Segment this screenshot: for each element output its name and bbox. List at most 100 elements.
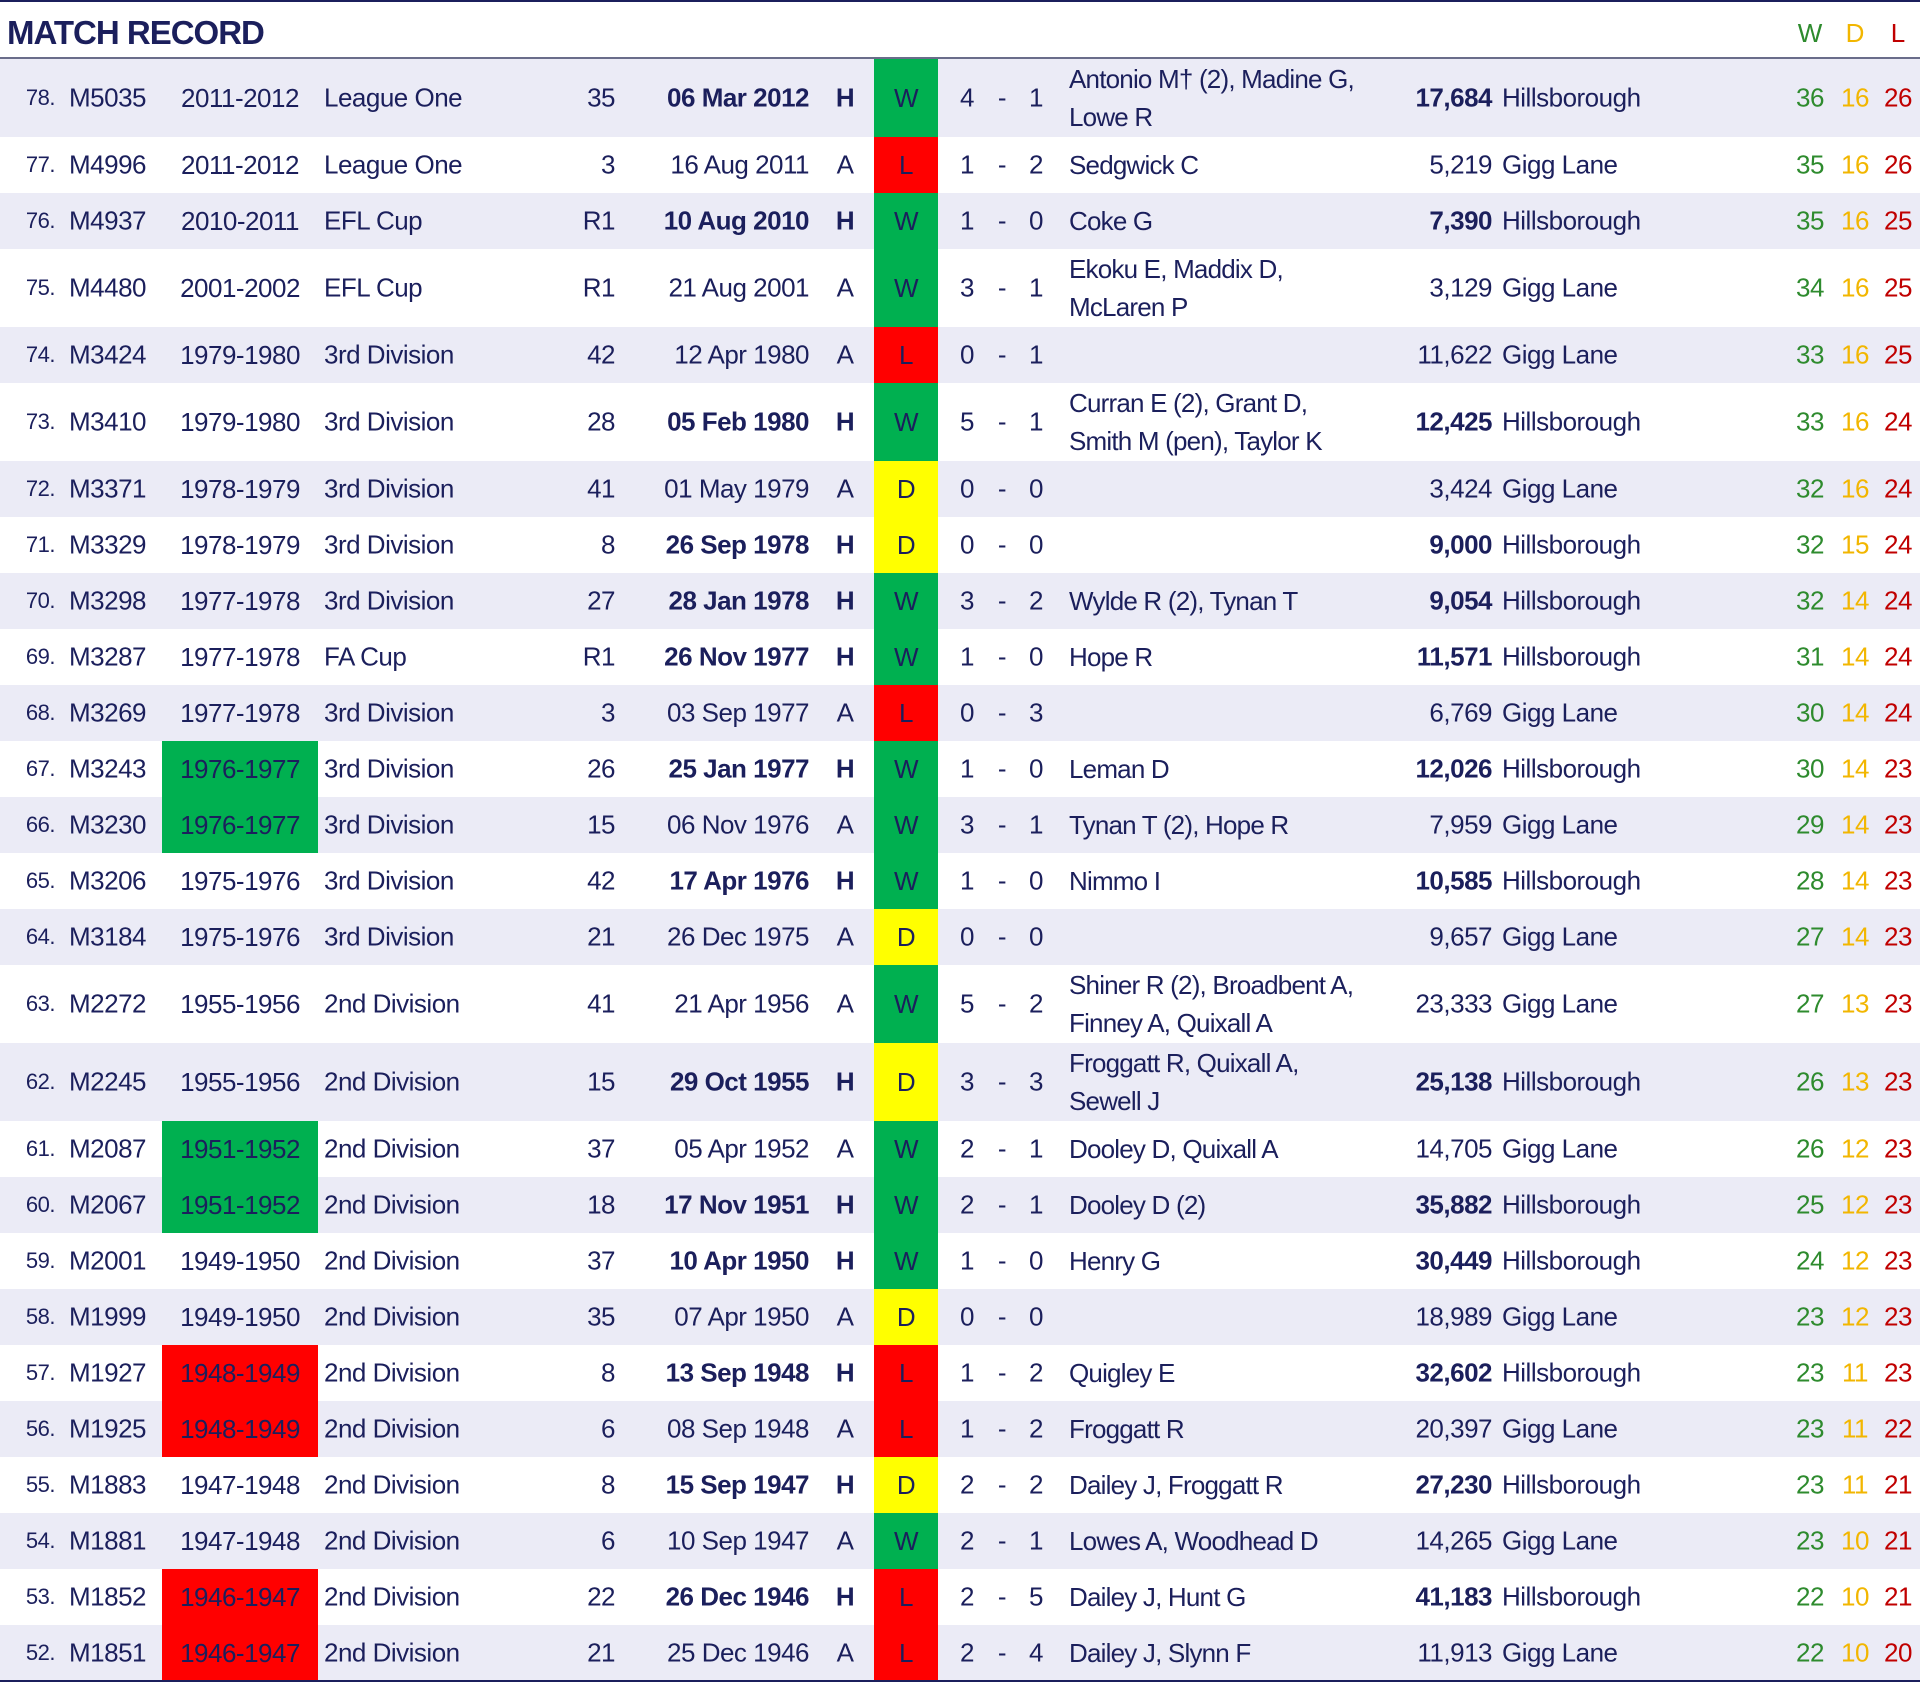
match-row[interactable]: 57. M1927 1948-1949 2nd Division 8 13 Sep 194… bbox=[0, 1345, 1920, 1401]
score-against: 1 bbox=[1029, 272, 1043, 303]
match-date: 25 Dec 1946 bbox=[667, 1637, 809, 1668]
wins-tally: 35 bbox=[1796, 149, 1824, 180]
home-away: A bbox=[836, 809, 854, 840]
match-row[interactable]: 74. M3424 1979-1980 3rd Division 42 12 Apr 19… bbox=[0, 327, 1920, 383]
result-badge: D bbox=[874, 517, 938, 573]
competition: 2nd Division bbox=[324, 1413, 460, 1444]
competition: 3rd Division bbox=[324, 921, 454, 952]
draws-tally: 16 bbox=[1841, 339, 1869, 370]
match-date: 10 Sep 1947 bbox=[667, 1525, 809, 1556]
match-row[interactable]: 72. M3371 1978-1979 3rd Division 41 01 May 19… bbox=[0, 461, 1920, 517]
home-away: H bbox=[835, 1066, 855, 1097]
score-against: 2 bbox=[1029, 1357, 1043, 1388]
match-row[interactable]: 75. M4480 2001-2002 EFL Cup R1 21 Aug 2001 A W 3… bbox=[0, 249, 1920, 327]
match-row[interactable]: 56. M1925 1948-1949 2nd Division 6 08 Sep 194… bbox=[0, 1401, 1920, 1457]
match-row[interactable]: 77. M4996 2011-2012 League One 3 16 Aug 2011 A… bbox=[0, 137, 1920, 193]
match-code: M1852 bbox=[69, 1581, 147, 1612]
score-dash: - bbox=[997, 641, 1007, 672]
result-badge: W bbox=[874, 193, 938, 249]
season: 2001-2002 bbox=[180, 272, 300, 303]
venue: Gigg Lane bbox=[1502, 1525, 1618, 1556]
score-for: 2 bbox=[960, 1581, 974, 1612]
wins-tally: 29 bbox=[1796, 809, 1824, 840]
match-code: M2272 bbox=[69, 988, 147, 1019]
match-row[interactable]: 64. M3184 1975-1976 3rd Division 21 26 Dec 19… bbox=[0, 909, 1920, 965]
wins-tally: 23 bbox=[1796, 1469, 1824, 1500]
score-for: 0 bbox=[960, 473, 974, 504]
draws-tally: 16 bbox=[1841, 82, 1869, 113]
match-row[interactable]: 53. M1852 1946-1947 2nd Division 22 26 Dec 19… bbox=[0, 1569, 1920, 1625]
match-row[interactable]: 63. M2272 1955-1956 2nd Division 41 21 Apr 19… bbox=[0, 965, 1920, 1043]
match-row[interactable]: 69. M3287 1977-1978 FA Cup R1 26 Nov 1977 H W 1-… bbox=[0, 629, 1920, 685]
wins-tally: 23 bbox=[1796, 1301, 1824, 1332]
season: 1977-1978 bbox=[180, 641, 300, 672]
match-date: 26 Nov 1977 bbox=[664, 641, 809, 672]
competition: 2nd Division bbox=[324, 1133, 460, 1164]
match-code: M1881 bbox=[69, 1525, 147, 1556]
attendance: 9,054 bbox=[1429, 585, 1492, 616]
attendance: 9,000 bbox=[1429, 529, 1492, 560]
losses-tally: 23 bbox=[1884, 809, 1912, 840]
round: 35 bbox=[587, 1301, 615, 1332]
match-row[interactable]: 52. M1851 1946-1947 2nd Division 21 25 Dec 19… bbox=[0, 1625, 1920, 1681]
score-dash: - bbox=[997, 339, 1007, 370]
match-row[interactable]: 54. M1881 1947-1948 2nd Division 6 10 Sep 194… bbox=[0, 1513, 1920, 1569]
competition: 3rd Division bbox=[324, 339, 454, 370]
venue: Hillsborough bbox=[1502, 1245, 1641, 1276]
competition: 3rd Division bbox=[324, 809, 454, 840]
draws-tally: 10 bbox=[1841, 1637, 1869, 1668]
venue: Gigg Lane bbox=[1502, 272, 1618, 303]
score-against: 2 bbox=[1029, 1469, 1043, 1500]
match-row[interactable]: 61. M2087 1951-1952 2nd Division 37 05 Apr 19… bbox=[0, 1121, 1920, 1177]
attendance: 11,571 bbox=[1416, 641, 1493, 672]
season: 2010-2011 bbox=[181, 205, 299, 236]
round: R1 bbox=[582, 641, 616, 672]
attendance: 3,424 bbox=[1429, 473, 1492, 504]
page-title: MATCH RECORD bbox=[7, 14, 265, 51]
match-row[interactable]: 65. M3206 1975-1976 3rd Division 42 17 Apr 19… bbox=[0, 853, 1920, 909]
losses-tally: 22 bbox=[1884, 1413, 1912, 1444]
row-number: 61. bbox=[25, 1136, 56, 1161]
round: 6 bbox=[601, 1413, 615, 1444]
competition: League One bbox=[324, 82, 463, 113]
match-row[interactable]: 78. M5035 2011-2012 League One 35 06 Mar 2012… bbox=[0, 59, 1920, 137]
attendance: 18,989 bbox=[1415, 1301, 1492, 1332]
losses-tally: 21 bbox=[1884, 1581, 1912, 1612]
losses-tally: 25 bbox=[1884, 205, 1912, 236]
match-code: M3410 bbox=[69, 406, 147, 437]
match-row[interactable]: 67. M3243 1976-1977 3rd Division 26 25 Jan 19… bbox=[0, 741, 1920, 797]
home-away: H bbox=[835, 1245, 855, 1276]
venue: Hillsborough bbox=[1502, 1189, 1641, 1220]
match-row[interactable]: 58. M1999 1949-1950 2nd Division 35 07 Apr 19… bbox=[0, 1289, 1920, 1345]
score-for: 2 bbox=[960, 1469, 974, 1500]
scorers: Dooley D (2) bbox=[1069, 1190, 1206, 1220]
match-row[interactable]: 68. M3269 1977-1978 3rd Division 3 03 Sep 197… bbox=[0, 685, 1920, 741]
match-row[interactable]: 62. M2245 1955-1956 2nd Division 15 29 Oct 19… bbox=[0, 1043, 1920, 1121]
attendance: 35,882 bbox=[1415, 1189, 1492, 1220]
score-against: 0 bbox=[1029, 865, 1043, 896]
wins-tally: 32 bbox=[1796, 529, 1824, 560]
score-dash: - bbox=[997, 1413, 1007, 1444]
score-against: 0 bbox=[1029, 473, 1043, 504]
row-number: 67. bbox=[25, 756, 56, 781]
losses-tally: 23 bbox=[1884, 1301, 1912, 1332]
round: 21 bbox=[587, 921, 615, 952]
season: 1946-1947 bbox=[162, 1625, 318, 1681]
losses-tally: 26 bbox=[1884, 149, 1912, 180]
round: 42 bbox=[587, 339, 615, 370]
score-for: 3 bbox=[960, 272, 974, 303]
match-row[interactable]: 71. M3329 1978-1979 3rd Division 8 26 Sep 197… bbox=[0, 517, 1920, 573]
match-row[interactable]: 76. M4937 2010-2011 EFL Cup R1 10 Aug 2010 H W 1… bbox=[0, 193, 1920, 249]
match-row[interactable]: 60. M2067 1951-1952 2nd Division 18 17 Nov 19… bbox=[0, 1177, 1920, 1233]
match-row[interactable]: 70. M3298 1977-1978 3rd Division 27 28 Jan 19… bbox=[0, 573, 1920, 629]
score-dash: - bbox=[997, 585, 1007, 616]
season: 1955-1956 bbox=[180, 988, 300, 1019]
match-row[interactable]: 66. M3230 1976-1977 3rd Division 15 06 Nov 19… bbox=[0, 797, 1920, 853]
match-row[interactable]: 73. M3410 1979-1980 3rd Division 28 05 Feb 19… bbox=[0, 383, 1920, 461]
score-for: 0 bbox=[960, 339, 974, 370]
home-away: A bbox=[836, 697, 854, 728]
match-row[interactable]: 55. M1883 1947-1948 2nd Division 8 15 Sep 194… bbox=[0, 1457, 1920, 1513]
score-for: 1 bbox=[960, 753, 974, 784]
match-row[interactable]: 59. M2001 1949-1950 2nd Division 37 10 Apr 19… bbox=[0, 1233, 1920, 1289]
wins-tally: 24 bbox=[1796, 1245, 1824, 1276]
